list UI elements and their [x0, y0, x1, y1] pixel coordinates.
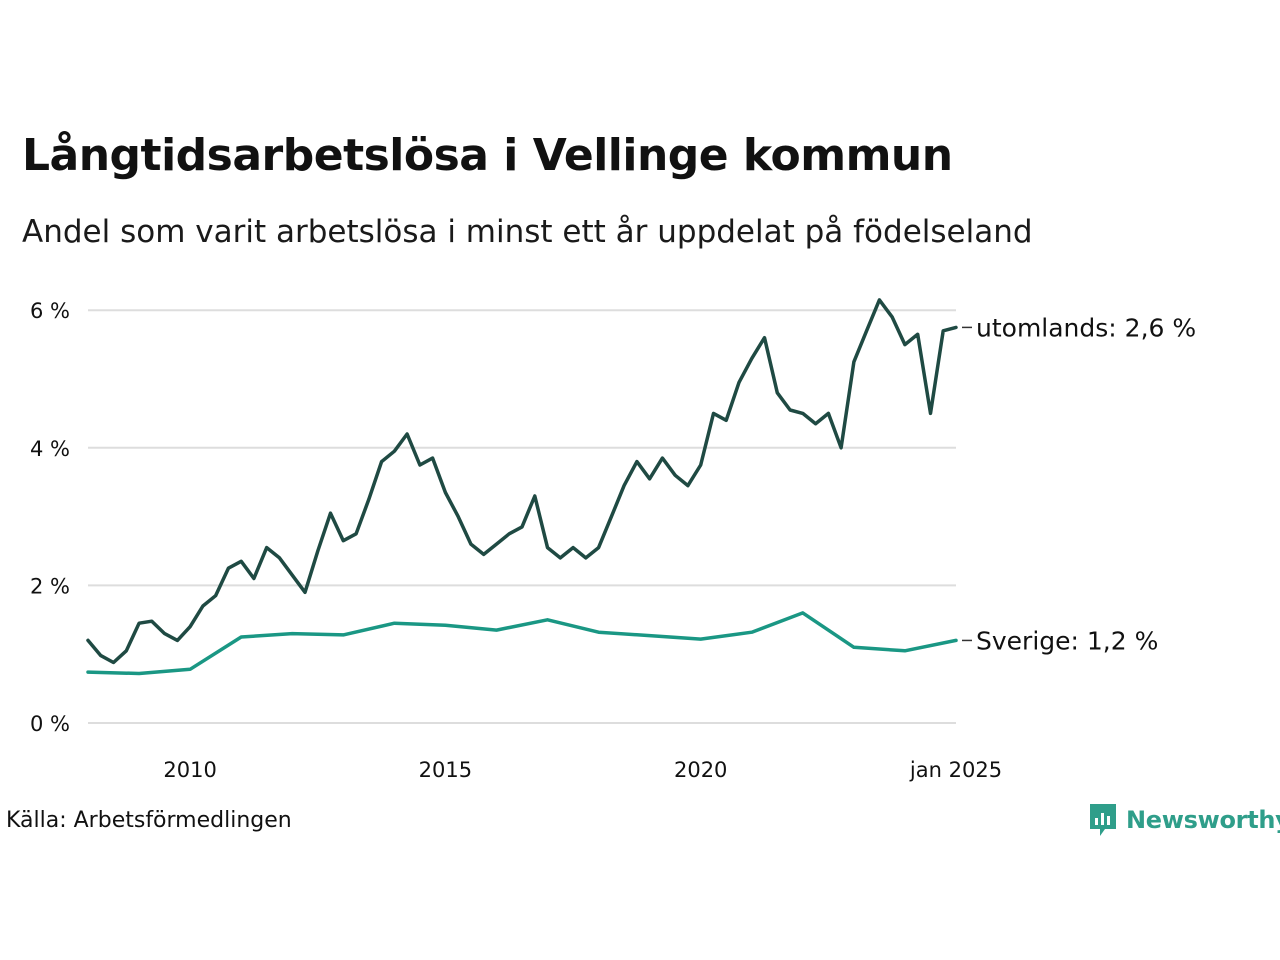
y-axis-ticks: 0 % 2 % 4 % 6 %: [30, 299, 70, 736]
series-label-sverige: Sverige: 1,2 %: [976, 626, 1158, 655]
x-tick-label: jan 2025: [909, 758, 1002, 782]
series-line-utomlands: [86, 298, 958, 665]
y-tick-label: 2 %: [30, 574, 70, 598]
source-note: Källa: Arbetsförmedlingen: [6, 808, 292, 833]
chart-title: Långtidsarbetslösa i Vellinge kommun: [22, 130, 953, 181]
x-tick-label: 2010: [163, 758, 216, 782]
y-tick-label: 0 %: [30, 712, 70, 736]
y-tick-label: 4 %: [30, 437, 70, 461]
x-tick-label: 2015: [419, 758, 472, 782]
brand-name: Newsworthy: [1126, 806, 1280, 834]
newsworthy-logo-icon: [1090, 804, 1116, 836]
grid-lines: [88, 309, 956, 724]
x-axis-ticks: 2010 2015 2020 jan 2025: [163, 758, 1002, 782]
x-tick-label: 2020: [674, 758, 727, 782]
y-tick-label: 6 %: [30, 299, 70, 323]
series-label-utomlands: utomlands: 2,6 %: [976, 313, 1196, 342]
brand-logo: Newsworthy: [1088, 802, 1280, 838]
end-labels: utomlands: 2,6 % Sverige: 1,2 %: [962, 313, 1196, 655]
series-lines: [86, 298, 958, 676]
series-line-sverige: [86, 611, 958, 676]
chart-subtitle: Andel som varit arbetslösa i minst ett å…: [22, 214, 1033, 250]
